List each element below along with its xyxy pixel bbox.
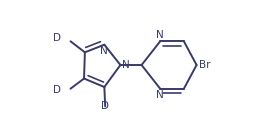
Text: D: D [53,33,61,43]
Text: D: D [101,101,109,111]
Text: N: N [122,60,129,70]
Text: N: N [156,90,164,100]
Text: N: N [100,46,108,56]
Text: Br: Br [198,60,210,70]
Text: N: N [156,30,164,40]
Text: D: D [53,85,61,95]
